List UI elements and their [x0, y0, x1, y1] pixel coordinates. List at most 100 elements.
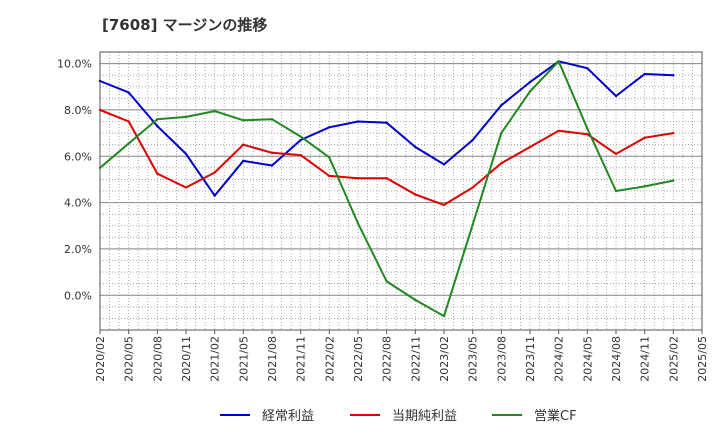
series-point-3 [98, 166, 102, 170]
series-point-1 [156, 124, 159, 128]
series-point-1 [672, 73, 675, 77]
series-point-2 [414, 193, 417, 196]
series-point-3 [270, 117, 274, 121]
x-tick-label: 2022/02 [323, 336, 336, 382]
series-point-2 [98, 108, 102, 112]
series-point-3 [414, 298, 417, 302]
series-point-2 [614, 152, 618, 156]
legend-label-2: 当期純利益 [392, 409, 457, 424]
x-tick-label: 2023/05 [467, 336, 480, 382]
series-point-1 [242, 159, 245, 163]
y-tick-label: 2.0% [64, 243, 92, 256]
y-tick-label: 8.0% [64, 104, 92, 117]
grid-layer [100, 52, 702, 330]
series-point-2 [528, 145, 532, 149]
series-point-3 [356, 222, 360, 225]
series-point-2 [299, 153, 302, 157]
y-tick-label: 6.0% [64, 150, 92, 163]
series-point-2 [242, 143, 245, 146]
series-point-1 [442, 163, 446, 166]
x-tick-label: 2020/11 [180, 336, 193, 382]
x-tick-label: 2023/08 [495, 336, 508, 382]
series-point-2 [270, 151, 274, 154]
series-point-1 [98, 79, 102, 83]
series-point-2 [557, 129, 560, 132]
series-point-3 [385, 280, 388, 283]
axis-layer: 0.0% 2.0% 4.0% 6.0% 8.0% 10.0% 2020/02 2020/05 2… [57, 51, 709, 382]
series-point-2 [442, 203, 446, 207]
series-point-3 [614, 189, 618, 193]
series-point-1 [414, 145, 417, 149]
x-tick-label: 2024/08 [610, 336, 623, 382]
y-tick-label: 4.0% [64, 197, 92, 210]
series-point-3 [471, 223, 474, 226]
series-point-2 [643, 136, 646, 139]
x-tick-label: 2022/05 [352, 336, 365, 382]
legend-layer: 経常利益 当期純利益 営業CF [220, 408, 577, 424]
series-point-3 [156, 117, 159, 121]
x-tick-label: 2025/05 [696, 336, 709, 382]
series-point-3 [127, 142, 130, 145]
series-point-2 [471, 186, 474, 189]
plot-frame [99, 51, 703, 331]
series-point-1 [528, 80, 532, 84]
x-tick-label: 2024/05 [581, 336, 594, 382]
x-tick-label: 2021/11 [295, 336, 308, 382]
series-point-2 [184, 186, 188, 189]
series-point-3 [672, 179, 675, 182]
series-point-2 [672, 131, 675, 135]
series-point-3 [528, 90, 532, 93]
x-tick-label: 2020/02 [94, 336, 107, 382]
series-point-2 [586, 133, 589, 136]
x-tick-label: 2025/02 [667, 336, 680, 382]
series-point-1 [356, 120, 360, 123]
series-point-2 [328, 174, 331, 178]
series-point-2 [500, 162, 503, 165]
series-point-1 [127, 91, 130, 94]
series-point-3 [500, 131, 503, 135]
series-point-1 [500, 104, 503, 107]
series-point-1 [586, 67, 589, 70]
series-point-3 [184, 115, 188, 119]
series-point-3 [557, 60, 560, 63]
series-point-1 [184, 152, 188, 156]
x-tick-label: 2021/05 [237, 336, 250, 382]
legend-label-3: 営業CF [534, 408, 577, 424]
series-point-3 [442, 314, 446, 318]
series-point-1 [299, 138, 302, 142]
x-tick-label: 2024/11 [639, 336, 652, 382]
series-point-1 [385, 121, 388, 124]
x-tick-label: 2023/02 [438, 336, 451, 382]
series-point-3 [299, 135, 302, 138]
series-point-2 [356, 177, 360, 180]
series-point-2 [156, 172, 159, 175]
series-point-2 [385, 177, 388, 180]
x-tick-label: 2022/08 [381, 336, 394, 382]
series-point-3 [586, 127, 589, 130]
series-point-1 [643, 72, 646, 76]
series-layer [98, 60, 675, 318]
x-tick-label: 2020/05 [123, 336, 136, 382]
series-point-3 [242, 119, 245, 122]
series-point-3 [213, 109, 216, 113]
series-point-1 [471, 138, 474, 142]
series-point-1 [213, 194, 216, 197]
series-point-2 [127, 120, 130, 123]
x-tick-label: 2024/02 [553, 336, 566, 382]
series-point-3 [643, 185, 646, 188]
y-tick-label: 0.0% [64, 289, 92, 302]
series-point-3 [328, 156, 331, 159]
y-tick-label: 10.0% [57, 58, 92, 71]
x-tick-label: 2022/11 [409, 336, 422, 382]
legend-label-1: 経常利益 [262, 409, 314, 424]
x-tick-label: 2021/02 [209, 336, 222, 382]
series-point-1 [614, 94, 618, 98]
series-point-2 [213, 171, 216, 174]
series-point-1 [328, 126, 331, 129]
x-tick-label: 2020/08 [151, 336, 164, 382]
series-point-1 [270, 164, 274, 167]
chart-title: [7608] マージンの推移 [102, 16, 268, 34]
x-tick-label: 2023/11 [524, 336, 537, 382]
